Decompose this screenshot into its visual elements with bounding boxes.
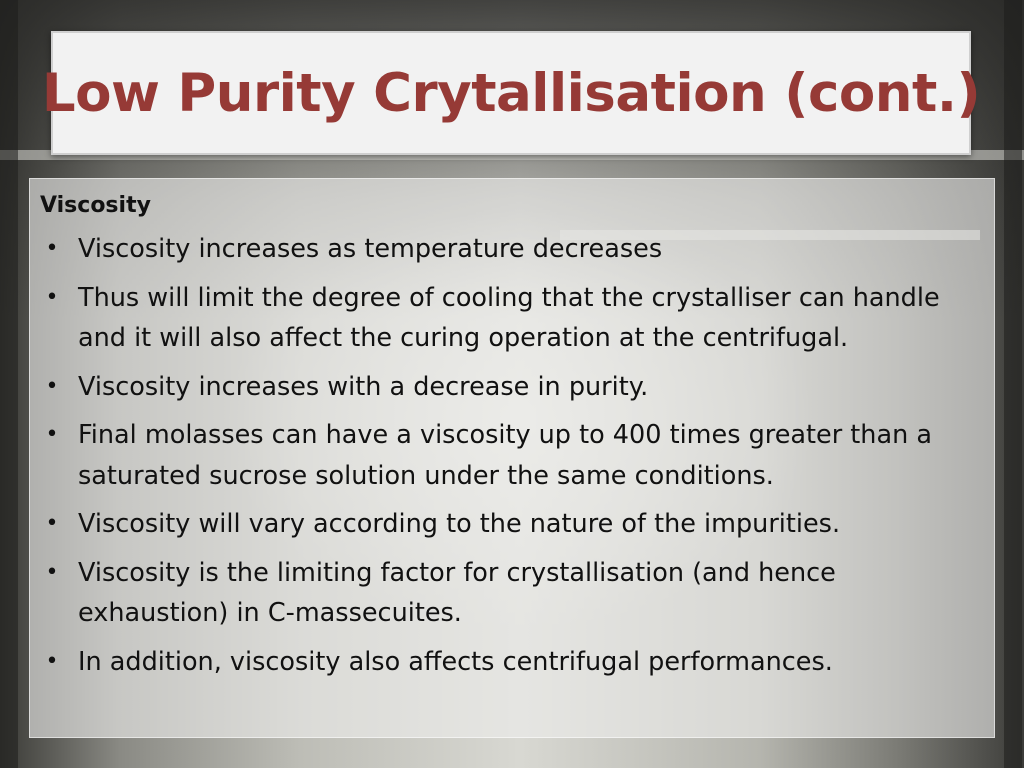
background-pillar bbox=[1004, 0, 1022, 768]
slide-content-box: Viscosity • Viscosity increases as tempe… bbox=[29, 178, 995, 738]
bullet-item: • Final molasses can have a viscosity up… bbox=[40, 415, 982, 496]
bullet-text: Final molasses can have a viscosity up t… bbox=[78, 420, 932, 491]
bullet-item: • Viscosity increases with a decrease in… bbox=[40, 367, 982, 408]
bullet-item: • Thus will limit the degree of cooling … bbox=[40, 278, 982, 359]
section-heading: Viscosity bbox=[40, 193, 151, 218]
bullet-icon: • bbox=[45, 559, 59, 585]
bullet-icon: • bbox=[45, 236, 59, 261]
bullet-text: Viscosity increases with a decrease in p… bbox=[78, 371, 649, 402]
background-beam bbox=[0, 150, 1024, 160]
bullet-icon: • bbox=[45, 511, 59, 536]
bullet-text: In addition, viscosity also affects cent… bbox=[78, 646, 833, 677]
bullet-text: Thus will limit the degree of cooling th… bbox=[78, 282, 940, 354]
bullet-icon: • bbox=[45, 422, 59, 447]
bullet-text: Viscosity increases as temperature decre… bbox=[78, 234, 663, 264]
bullet-text: Viscosity is the limiting factor for cry… bbox=[78, 557, 836, 629]
bullet-item: • Viscosity will vary according to the n… bbox=[40, 504, 982, 545]
bullet-text: Viscosity will vary according to the nat… bbox=[78, 509, 841, 539]
bullet-item: • Viscosity is the limiting factor for c… bbox=[40, 553, 982, 634]
bullet-icon: • bbox=[45, 648, 59, 674]
slide-title-box: Low Purity Crytallisation (cont.) bbox=[42, 31, 981, 155]
bullet-icon: • bbox=[45, 373, 59, 399]
bullet-icon: • bbox=[45, 284, 59, 310]
bullet-item: • In addition, viscosity also affects ce… bbox=[40, 642, 982, 683]
bullet-item: • Viscosity increases as temperature dec… bbox=[40, 229, 982, 270]
bullet-list: • Viscosity increases as temperature dec… bbox=[40, 229, 982, 682]
slide-title: Low Purity Crytallisation (cont.) bbox=[41, 62, 981, 124]
background-pillar bbox=[0, 0, 18, 768]
